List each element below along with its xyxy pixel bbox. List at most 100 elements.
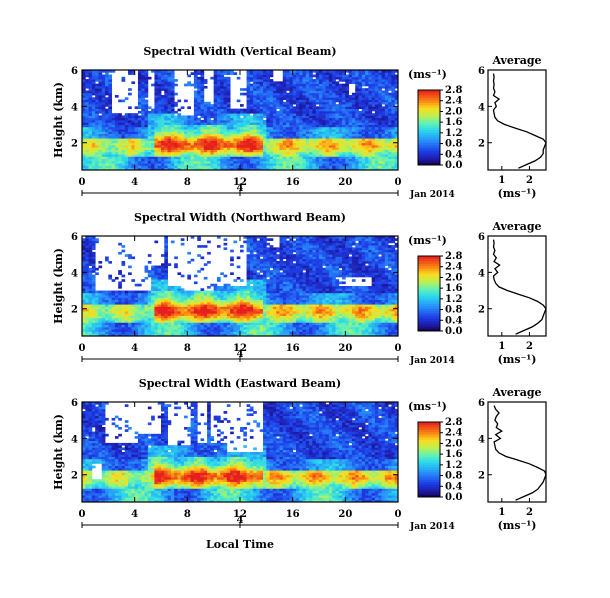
heatmap-cell xyxy=(121,147,126,150)
heatmap-cell xyxy=(118,147,122,150)
heatmap-cell xyxy=(286,113,290,116)
heatmap-cell xyxy=(325,149,330,153)
heatmap-cell xyxy=(302,160,307,164)
heatmap-cell xyxy=(302,117,307,121)
heatmap-cell xyxy=(190,304,195,307)
heatmap-cell xyxy=(374,76,379,80)
heatmap-cell xyxy=(210,290,215,294)
heatmap-cell xyxy=(226,135,231,139)
heatmap-cell xyxy=(279,97,284,100)
heatmap-cell xyxy=(302,106,307,110)
heatmap-cell xyxy=(144,329,149,332)
heatmap-cell xyxy=(203,324,208,328)
heatmap-cell xyxy=(351,149,356,153)
heatmap-cell xyxy=(292,126,297,130)
heatmap-cell xyxy=(348,151,353,155)
heatmap-cell xyxy=(355,88,359,91)
heatmap-cell xyxy=(105,108,109,112)
heatmap-cell xyxy=(295,97,300,100)
heatmap-cell xyxy=(134,122,139,125)
colorbar-swatch xyxy=(418,112,440,116)
heatmap-cell xyxy=(82,283,86,287)
heatmap-cell xyxy=(124,138,129,141)
heatmap-cell xyxy=(167,113,172,116)
heatmap-cell xyxy=(355,110,359,114)
heatmap-cell xyxy=(108,133,113,137)
heatmap-cell xyxy=(236,154,241,157)
heatmap-cell xyxy=(233,151,238,155)
heatmap-cell xyxy=(289,106,294,110)
heatmap-cell xyxy=(213,90,218,94)
heatmap-cell xyxy=(177,117,182,121)
heatmap-cell xyxy=(210,322,215,326)
heatmap-cell xyxy=(167,286,172,289)
heatmap-cell xyxy=(121,79,126,82)
heatmap-cell xyxy=(118,124,122,128)
heatmap-cell xyxy=(114,306,119,310)
heatmap-cell xyxy=(164,315,168,319)
heatmap-cell xyxy=(249,83,254,87)
heatmap-cell xyxy=(151,142,155,146)
heatmap-cell xyxy=(378,88,382,91)
heatmap-cell xyxy=(351,95,356,98)
heatmap-cell xyxy=(200,301,205,305)
heatmap-cell xyxy=(315,129,320,132)
heatmap-cell xyxy=(276,163,280,166)
heatmap-cell xyxy=(378,131,382,135)
heatmap-cell xyxy=(170,160,175,164)
heatmap-cell xyxy=(134,156,139,160)
heatmap-cell xyxy=(263,95,267,98)
heatmap-cell xyxy=(200,83,205,87)
heatmap-cell xyxy=(342,160,346,164)
heatmap-cell xyxy=(154,76,159,80)
x-tick-label: 4 xyxy=(131,177,138,188)
heatmap-cell xyxy=(154,97,159,100)
heatmap-cell xyxy=(124,140,129,144)
heatmap-cell xyxy=(210,154,215,157)
heatmap-cell xyxy=(220,90,224,94)
heatmap-cell xyxy=(91,165,96,169)
heatmap-cell xyxy=(197,165,201,169)
heatmap-cell xyxy=(184,158,188,162)
heatmap-cell xyxy=(236,156,241,160)
heatmap-cell xyxy=(193,122,198,125)
heatmap-cell xyxy=(276,154,280,157)
heatmap-cell xyxy=(243,135,247,139)
heatmap-cell xyxy=(88,286,93,289)
heatmap-cell xyxy=(161,286,165,289)
heatmap-cell xyxy=(269,156,274,160)
heatmap-cell xyxy=(325,167,330,171)
heatmap-cell xyxy=(368,151,373,155)
heatmap-cell xyxy=(269,72,274,75)
heatmap-cell xyxy=(161,106,165,110)
heatmap-cell xyxy=(295,158,300,162)
heatmap-cell xyxy=(82,149,86,153)
heatmap-cell xyxy=(246,90,251,94)
heatmap-cell xyxy=(210,317,215,321)
heatmap-cell xyxy=(249,158,254,162)
y-tick-label: 4 xyxy=(71,102,78,113)
heatmap-cell xyxy=(85,149,89,153)
heatmap-cell xyxy=(312,133,317,137)
heatmap-cell xyxy=(91,101,96,105)
heatmap-cell xyxy=(351,126,356,130)
heatmap-cell xyxy=(197,151,201,155)
heatmap-cell xyxy=(332,151,336,155)
heatmap-cell xyxy=(111,138,116,141)
heatmap-cell xyxy=(345,158,350,162)
heatmap-cell xyxy=(88,81,93,85)
heatmap-cell xyxy=(216,156,221,160)
heatmap-cell xyxy=(216,140,221,144)
heatmap-cell xyxy=(190,306,195,310)
heatmap-cell xyxy=(381,156,386,160)
heatmap-cell xyxy=(85,331,89,335)
heatmap-cell xyxy=(118,297,122,301)
colorbar-swatch xyxy=(418,105,440,108)
heatmap-cell xyxy=(131,120,136,123)
heatmap-cell xyxy=(249,126,254,130)
heatmap-cell xyxy=(368,115,373,119)
heatmap-cell xyxy=(305,167,310,171)
heatmap-cell xyxy=(95,308,99,312)
heatmap-cell xyxy=(91,263,96,266)
heatmap-cell xyxy=(230,70,234,73)
